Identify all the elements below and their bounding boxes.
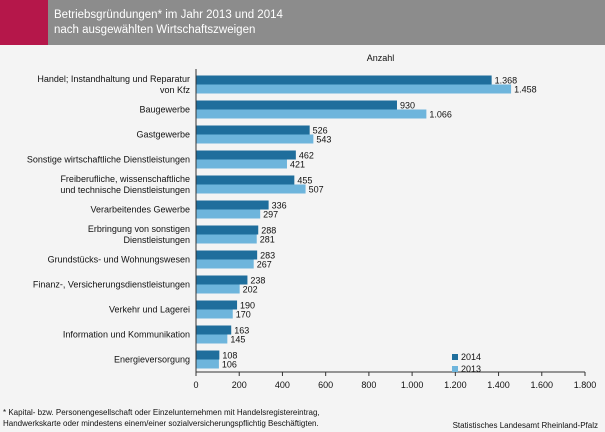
bar-2013-3 [196,159,287,169]
category-label-1-0: Baugewerbe [139,105,190,115]
legend-swatch-2014 [452,354,458,360]
legend-label-2014: 2014 [461,352,481,362]
title-banner [0,0,605,45]
value-label-2014-5: 336 [272,201,287,211]
value-label-2014-7: 283 [260,251,275,261]
accent-block [0,0,48,45]
category-label-10-0: Information und Kommunikation [63,330,190,340]
bar-2014-7 [196,250,258,260]
source-credit: Statistisches Landesamt Rheinland-Pfalz [452,421,598,430]
bar-2014-10 [196,325,232,335]
footnote-line2: Handwerkskarte oder mindestens einem/ein… [3,419,319,428]
bar-2014-3 [196,150,296,160]
bar-2013-8 [196,284,240,294]
bar-2013-5 [196,209,261,219]
legend-swatch-2013 [452,366,458,372]
chart-title-line2: nach ausgewählten Wirtschaftszweigen [54,24,256,36]
category-label-4-1: und technische Dienstleistungen [60,185,190,195]
value-label-2014-8: 238 [250,276,265,286]
value-label-2014-1: 930 [400,101,415,111]
value-label-2013-5: 297 [263,210,278,220]
category-label-11-0: Energieversorgung [114,355,190,365]
bar-2013-9 [196,309,233,319]
value-label-2013-2: 543 [316,135,331,145]
category-label-9-0: Verkehr und Lagerei [109,305,190,315]
value-label-2013-3: 421 [290,160,305,170]
x-tick-label-8: 1.600 [531,380,554,390]
bar-2014-9 [196,300,238,310]
value-label-2013-7: 267 [257,260,272,270]
x-tick-label-2: 400 [275,380,290,390]
x-tick-label-5: 1.000 [401,380,424,390]
category-label-3-0: Sonstige wirtschaftliche Dienstleistunge… [27,155,190,165]
value-label-2013-11: 106 [222,360,237,370]
category-label-6-0: Erbringung von sonstigen [88,224,190,234]
bar-2013-1 [196,109,427,119]
x-tick-label-1: 200 [232,380,247,390]
value-label-2014-10: 163 [234,326,249,336]
value-label-2014-9: 190 [240,301,255,311]
value-label-2013-1: 1.066 [429,110,452,120]
value-label-2014-11: 108 [222,351,237,361]
value-label-2013-10: 145 [230,335,245,345]
bar-2014-1 [196,100,397,110]
value-label-2014-2: 526 [313,126,328,136]
category-label-0-1: von Kfz [160,85,191,95]
value-label-2013-6: 281 [260,235,275,245]
value-label-2014-6: 288 [261,226,276,236]
bar-2014-8 [196,275,248,285]
chart-title-line1: Betriebsgründungen* im Jahr 2013 und 201… [54,9,283,21]
bar-2014-0 [196,75,492,85]
bar-2013-0 [196,84,512,94]
bar-2013-11 [196,359,219,369]
category-label-4-0: Freiberufliche, wissenschaftliche [60,174,190,184]
category-label-8-0: Finanz-, Versicherungsdienstleistungen [33,280,190,290]
bar-2013-6 [196,234,257,244]
unit-label: Anzahl [367,53,395,63]
category-label-5-0: Verarbeitendes Gewerbe [90,205,190,215]
value-label-2014-3: 462 [299,151,314,161]
bar-2013-10 [196,334,228,344]
x-tick-label-4: 800 [361,380,376,390]
x-tick-label-0: 0 [193,380,198,390]
value-label-2013-8: 202 [243,285,258,295]
footnote-line1: * Kapital- bzw. Personengesellschaft ode… [3,408,320,417]
x-tick-label-9: 1.800 [574,380,597,390]
x-tick-label-6: 1.200 [444,380,467,390]
value-label-2013-4: 507 [309,185,324,195]
category-label-6-1: Dienstleistungen [123,235,190,245]
bar-2014-5 [196,200,269,210]
value-label-2013-0: 1.458 [514,85,537,95]
bar-2013-2 [196,134,314,144]
value-label-2014-4: 455 [297,176,312,186]
category-label-2-0: Gastgewerbe [136,130,190,140]
value-label-2014-0: 1.368 [495,76,518,86]
bar-2013-4 [196,184,306,194]
x-tick-label-3: 600 [318,380,333,390]
value-label-2013-9: 170 [236,310,251,320]
bar-2014-11 [196,350,220,360]
x-tick-label-7: 1.400 [487,380,510,390]
bar-2013-7 [196,259,254,269]
bar-2014-4 [196,175,295,185]
category-label-7-0: Grundstücks- und Wohnungswesen [48,255,190,265]
category-label-0-0: Handel; Instandhaltung und Reparatur [37,74,190,84]
legend-label-2013: 2013 [461,364,481,374]
bar-2014-2 [196,125,310,135]
bar-2014-6 [196,225,259,235]
